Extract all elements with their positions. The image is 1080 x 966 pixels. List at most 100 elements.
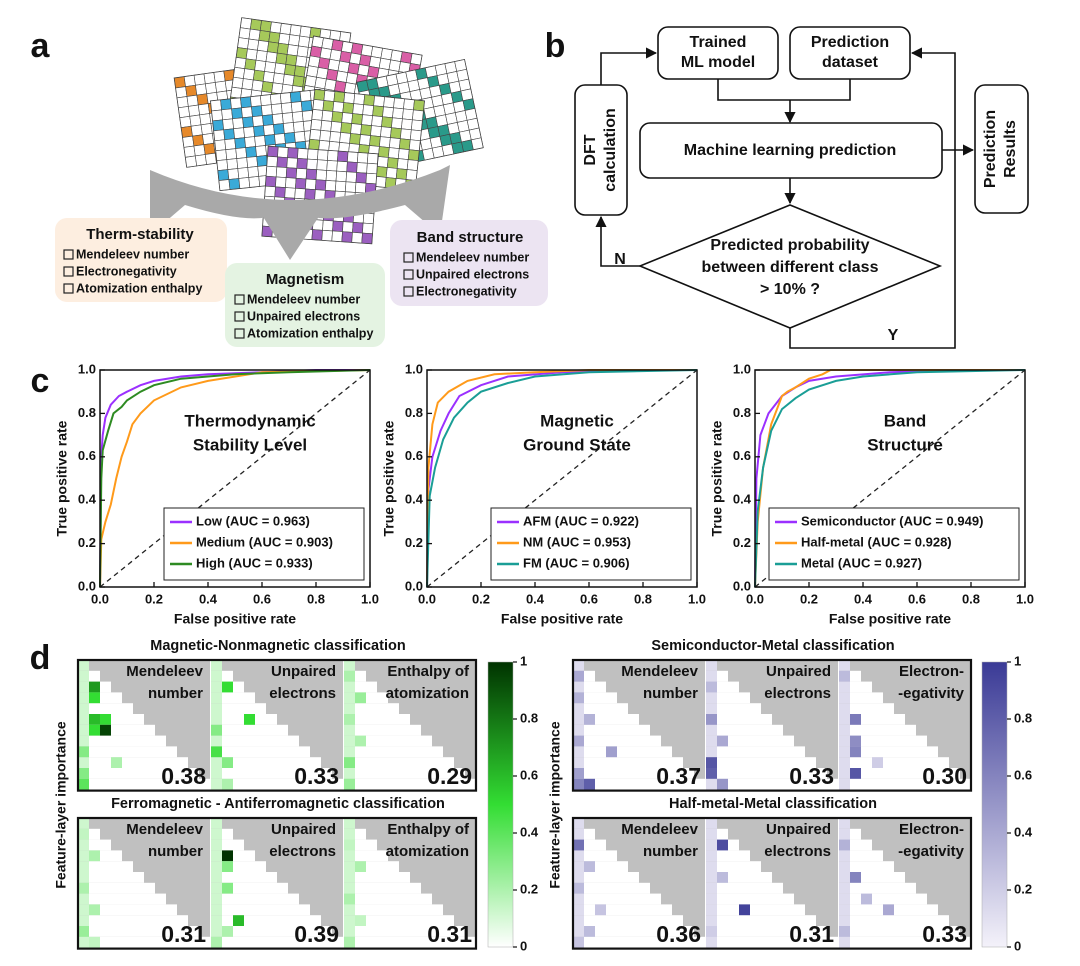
- heatmap-label: number: [643, 685, 698, 702]
- grid-cell: [230, 97, 242, 110]
- checkbox: [63, 283, 74, 294]
- heatmap-base-cell: [894, 724, 905, 736]
- grid-cell: [249, 18, 262, 31]
- grid-cell: [255, 145, 267, 157]
- heatmap-base-cell: [111, 915, 122, 926]
- heatmap-base-cell: [783, 757, 794, 768]
- heatmap-title: Half-metal-Metal classification: [669, 796, 877, 812]
- heatmap-score: 0.39: [294, 921, 339, 947]
- grid-cell: [212, 119, 225, 132]
- heatmap-base-cell: [639, 757, 650, 768]
- heatmap-base-cell: [761, 882, 772, 894]
- heatmap-cell: [706, 681, 717, 693]
- legend-label: Metal (AUC = 0.927): [801, 555, 922, 570]
- grid-cell: [231, 76, 244, 89]
- plot-frame: [754, 369, 1026, 588]
- heatmap-base-cell: [388, 915, 399, 926]
- heatmap-base-cell: [166, 757, 177, 768]
- grid-cell: [331, 230, 343, 242]
- heatmap-base-cell: [222, 915, 233, 926]
- heatmap-base-cell: [839, 915, 850, 926]
- x-tick-label: 1.0: [688, 591, 706, 606]
- heatmap-cell: [89, 681, 100, 693]
- heatmap-base-cell: [728, 904, 739, 916]
- heatmap-base-cell: [783, 915, 794, 926]
- grid-cell: [335, 170, 348, 183]
- heatmap-base-cell: [639, 915, 650, 926]
- heatmap-base-cell: [100, 703, 111, 714]
- heatmap-label: Enthalpy of: [387, 663, 470, 680]
- heatmap-base-cell: [122, 757, 133, 768]
- heatmap-base-cell: [222, 735, 233, 747]
- heatmap-base-cell: [905, 735, 916, 747]
- heatmap-base-cell: [78, 818, 89, 829]
- grid-cell: [321, 229, 333, 242]
- grid-cell: [327, 58, 341, 72]
- heatmap-base-cell: [111, 936, 122, 948]
- grid-cell: [345, 171, 357, 183]
- legend-label: NM (AUC = 0.953): [523, 534, 631, 549]
- heatmap-base-cell: [617, 735, 628, 747]
- heatmap-base-cell: [872, 926, 883, 937]
- heatmap-base-cell: [366, 926, 377, 937]
- grid-cell: [410, 119, 423, 132]
- x-tick-label: 0.6: [253, 591, 271, 606]
- heatmap-base-cell: [144, 757, 155, 768]
- heatmap-base-cell: [100, 882, 111, 894]
- heatmap-base-cell: [772, 915, 783, 926]
- x-tick-label: 0.8: [962, 591, 980, 606]
- legend-label: AFM (AUC = 0.922): [523, 513, 639, 528]
- heatmap-base-cell: [617, 926, 628, 937]
- grid-cell: [210, 99, 222, 112]
- heatmap-cell: [595, 904, 606, 916]
- checkbox: [403, 269, 414, 280]
- heatmap-base-cell: [683, 768, 694, 779]
- grid-cell: [241, 106, 253, 119]
- grid-cell: [237, 167, 250, 179]
- heatmap-cell: [355, 735, 366, 747]
- grid-cell: [295, 55, 308, 68]
- x-tick-label: 0.8: [307, 591, 325, 606]
- heatmap-score: 0.37: [656, 763, 701, 789]
- heatmap-base-cell: [595, 915, 606, 926]
- chart-annotation: Thermodynamic: [184, 411, 315, 430]
- grid-cell: [322, 100, 335, 112]
- heatmap-base-cell: [211, 714, 222, 725]
- heatmap-cell: [573, 692, 584, 704]
- heatmap-cell: [573, 778, 584, 790]
- heatmap-base-cell: [355, 893, 366, 905]
- heatmap-base-cell: [388, 936, 399, 948]
- colorbar-label: 0.8: [1014, 710, 1032, 725]
- grid-cell: [334, 80, 347, 93]
- box-item: Electronegativity: [416, 284, 517, 298]
- heatmap-base-cell: [89, 735, 100, 747]
- heatmap-base-cell: [606, 872, 617, 883]
- heatmap-base-cell: [211, 692, 222, 704]
- grid-cell: [270, 103, 283, 115]
- grid-cell: [333, 91, 346, 103]
- heatmap-base-cell: [584, 904, 595, 916]
- grid-cell: [410, 53, 423, 66]
- heatmap-base-cell: [399, 872, 410, 883]
- heatmap-base-cell: [255, 768, 266, 779]
- grid-cell: [259, 20, 272, 33]
- heatmap-base-cell: [706, 660, 717, 671]
- heatmap-base-cell: [355, 681, 366, 693]
- heatmap-base-cell: [366, 746, 377, 758]
- heatmap-base-cell: [410, 757, 421, 768]
- heatmap-base-cell: [255, 746, 266, 758]
- heatmap-base-cell: [905, 882, 916, 894]
- heatmap-label: electrons: [764, 843, 831, 860]
- x-tick-label: 0.0: [418, 591, 436, 606]
- heatmap-base-cell: [233, 872, 244, 883]
- heatmap-base-cell: [100, 915, 111, 926]
- heatmap-cell: [100, 714, 111, 725]
- heatmap-base-cell: [916, 757, 927, 768]
- heatmap-base-cell: [266, 724, 277, 736]
- grid-cell: [329, 49, 342, 62]
- heatmap-base-cell: [872, 936, 883, 948]
- panel-label: c: [31, 362, 50, 400]
- heatmap-base-cell: [706, 828, 717, 840]
- grid-cell: [291, 111, 304, 123]
- grid-cell: [241, 78, 254, 91]
